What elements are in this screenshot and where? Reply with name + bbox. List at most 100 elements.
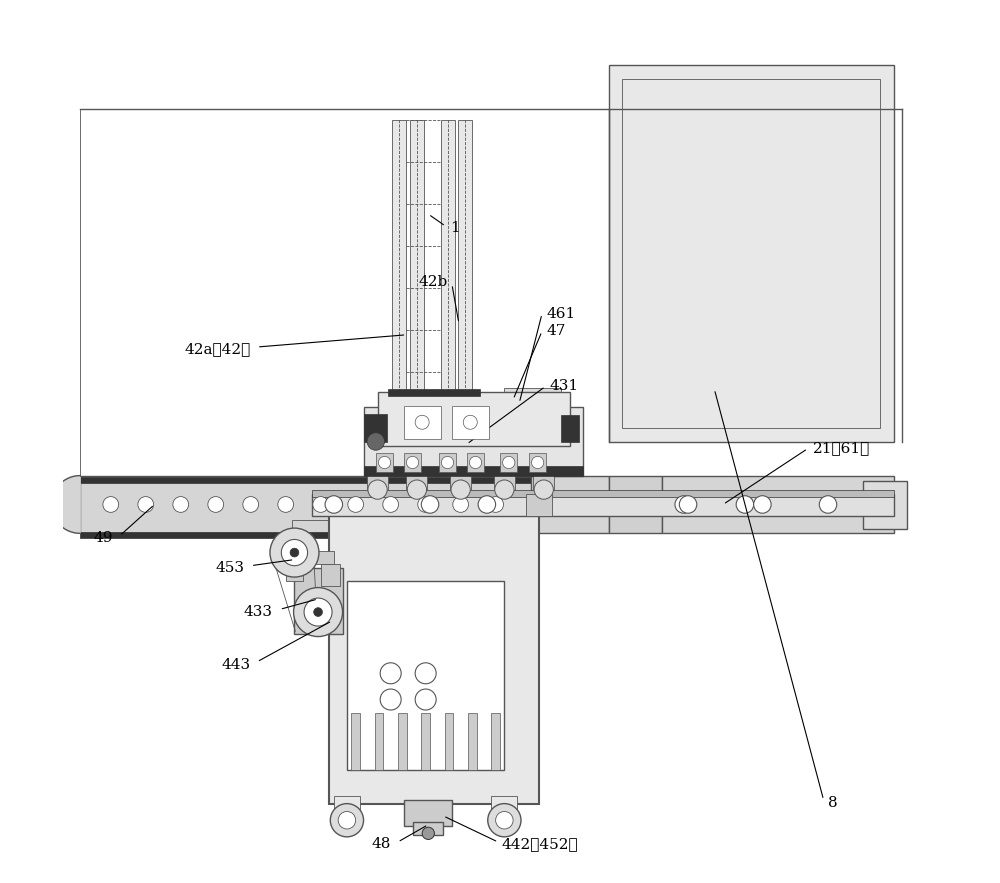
Bar [609,65,894,442]
Bar [500,453,517,472]
Circle shape [488,804,521,837]
Bar [406,474,427,489]
Bar [404,405,441,439]
Bar [467,453,484,472]
Circle shape [496,811,513,829]
Circle shape [736,495,754,513]
Bar [312,489,894,496]
Circle shape [463,415,477,429]
Bar [491,796,517,818]
Bar [378,392,570,446]
Circle shape [278,496,294,512]
Text: 433: 433 [244,605,273,619]
Text: 42a（42）: 42a（42） [184,342,251,356]
Text: 48: 48 [371,837,391,851]
Circle shape [383,496,399,512]
Bar [561,415,579,442]
Bar [347,581,504,769]
Bar [375,713,383,769]
Circle shape [208,496,224,512]
Bar [445,713,453,769]
Bar [286,564,303,581]
Bar [367,474,388,489]
Bar [334,796,360,818]
Bar [329,511,539,804]
Circle shape [281,540,308,566]
Circle shape [534,480,553,499]
Circle shape [488,496,503,512]
Circle shape [380,663,401,683]
Text: 461: 461 [546,306,576,321]
Bar [404,800,452,826]
Circle shape [754,495,771,513]
Text: 42b: 42b [418,275,448,290]
Bar [321,564,340,585]
Circle shape [290,548,299,557]
Bar [364,406,583,477]
Bar [294,569,343,634]
Bar [413,822,443,835]
Circle shape [478,495,496,513]
Bar [491,713,500,769]
Circle shape [313,496,329,512]
Bar [404,453,421,472]
Bar [863,481,907,529]
Text: 21（61）: 21（61） [813,442,870,456]
Bar [410,120,424,392]
Circle shape [378,457,391,469]
Polygon shape [51,476,80,533]
Bar [609,477,662,533]
Text: 8: 8 [828,796,838,810]
Circle shape [368,480,387,499]
Circle shape [421,495,439,513]
Circle shape [406,457,419,469]
Circle shape [294,587,343,637]
Bar [531,477,609,533]
Bar [351,713,360,769]
Bar [392,120,406,392]
Bar [439,453,456,472]
Bar [80,477,535,533]
Bar [662,477,894,533]
Bar [441,120,455,392]
Bar [80,478,535,483]
Circle shape [469,457,482,469]
Circle shape [531,457,544,469]
Text: 453: 453 [216,562,245,576]
Bar [450,474,471,489]
Circle shape [173,496,189,512]
Circle shape [338,811,356,829]
Circle shape [325,495,343,513]
Circle shape [304,598,332,626]
Bar [452,405,489,439]
Bar [398,713,407,769]
Bar [364,413,387,442]
Bar [292,520,329,569]
Circle shape [441,457,454,469]
Circle shape [407,480,427,499]
Bar [504,389,561,404]
Bar [421,713,430,769]
Circle shape [675,495,692,513]
Bar [529,453,546,472]
Circle shape [103,496,119,512]
Circle shape [415,663,436,683]
Bar [312,494,894,516]
Text: 49: 49 [94,531,113,545]
Circle shape [418,496,434,512]
Circle shape [495,480,514,499]
Circle shape [422,827,434,840]
Circle shape [380,689,401,710]
Text: 443: 443 [222,658,251,672]
Text: 442（452）: 442（452） [502,837,578,851]
Bar [458,120,472,392]
Circle shape [451,480,470,499]
Bar [468,713,477,769]
Circle shape [503,457,515,469]
Bar [388,389,480,396]
Bar [622,79,880,428]
Circle shape [415,689,436,710]
Circle shape [679,495,697,513]
Circle shape [819,495,837,513]
Text: 431: 431 [550,380,579,394]
